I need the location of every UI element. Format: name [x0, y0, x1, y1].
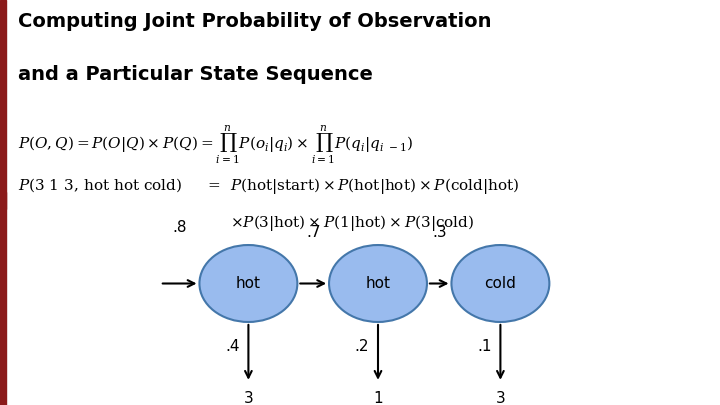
Text: $\times P(3|\mathrm{hot}) \times P(1|\mathrm{hot}) \times P(3|\mathrm{cold})$: $\times P(3|\mathrm{hot}) \times P(1|\ma…	[230, 213, 474, 232]
Text: .2: .2	[355, 339, 369, 354]
Text: hot: hot	[366, 276, 390, 291]
Text: 1: 1	[373, 391, 383, 405]
Text: 3: 3	[243, 391, 253, 405]
Text: .8: .8	[173, 220, 187, 235]
Bar	[0, 192, 6, 209]
Text: $P(O,Q) = P(O|Q) \times P(Q) = \prod_{i=1}^{n} P(o_i|q_i) \times \prod_{i=1}^{n}: $P(O,Q) = P(O|Q) \times P(Q) = \prod_{i=…	[18, 124, 413, 166]
Ellipse shape	[451, 245, 549, 322]
Text: .7: .7	[306, 225, 320, 240]
Text: and a Particular State Sequence: and a Particular State Sequence	[18, 65, 373, 84]
Ellipse shape	[329, 245, 427, 322]
Ellipse shape	[199, 245, 297, 322]
Text: .4: .4	[225, 339, 240, 354]
Text: $P(3\ 1\ 3,\,\mathrm{hot\ hot\ cold})$: $P(3\ 1\ 3,\,\mathrm{hot\ hot\ cold})$	[18, 176, 182, 194]
Text: .3: .3	[432, 225, 446, 240]
Text: 3: 3	[495, 391, 505, 405]
Text: $=$: $=$	[205, 176, 221, 191]
Text: cold: cold	[485, 276, 516, 291]
Text: hot: hot	[236, 276, 261, 291]
Text: .1: .1	[477, 339, 492, 354]
Bar	[0, 0, 6, 405]
Text: $P(\mathrm{hot|start}) \times P(\mathrm{hot|hot}) \times P(\mathrm{cold|hot})$: $P(\mathrm{hot|start}) \times P(\mathrm{…	[230, 176, 520, 196]
Text: Computing Joint Probability of Observation: Computing Joint Probability of Observati…	[18, 12, 492, 31]
